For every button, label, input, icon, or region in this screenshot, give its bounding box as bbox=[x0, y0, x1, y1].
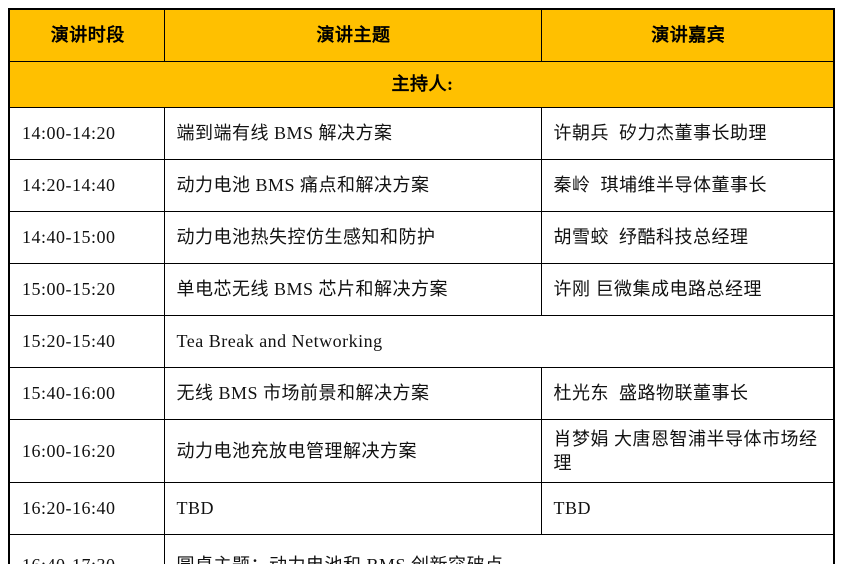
table-row-roundtable: 16:40-17:30 圆桌主题：动力电池和 BMS 创新突破点 bbox=[8, 534, 835, 564]
session-topic: 动力电池 BMS 痛点和解决方案 bbox=[163, 159, 542, 212]
session-guest: 肖梦娟 大唐恩智浦半导体市场经理 bbox=[540, 419, 835, 483]
session-time: 15:20-15:40 bbox=[8, 315, 165, 368]
table-row: 15:40-16:00 无线 BMS 市场前景和解决方案 杜光东 盛路物联董事长 bbox=[8, 367, 835, 420]
session-guest: 杜光东 盛路物联董事长 bbox=[540, 367, 835, 420]
session-topic: Tea Break and Networking bbox=[163, 315, 835, 368]
session-topic: 单电芯无线 BMS 芯片和解决方案 bbox=[163, 263, 542, 316]
session-topic: 端到端有线 BMS 解决方案 bbox=[163, 107, 542, 160]
session-topic: 无线 BMS 市场前景和解决方案 bbox=[163, 367, 542, 420]
session-time: 14:40-15:00 bbox=[8, 211, 165, 264]
table-header-row: 演讲时段 演讲主题 演讲嘉宾 bbox=[8, 8, 835, 62]
session-time: 16:00-16:20 bbox=[8, 419, 165, 483]
session-time: 15:40-16:00 bbox=[8, 367, 165, 420]
session-time: 16:20-16:40 bbox=[8, 482, 165, 535]
session-guest: 秦岭 琪埔维半导体董事长 bbox=[540, 159, 835, 212]
session-guest: 许刚 巨微集成电路总经理 bbox=[540, 263, 835, 316]
session-topic: TBD bbox=[163, 482, 542, 535]
table-row: 14:40-15:00 动力电池热失控仿生感知和防护 胡雪蛟 纾酷科技总经理 bbox=[8, 211, 835, 264]
session-topic: 动力电池热失控仿生感知和防护 bbox=[163, 211, 542, 264]
session-time: 14:00-14:20 bbox=[8, 107, 165, 160]
col-header-topic: 演讲主题 bbox=[163, 8, 542, 62]
session-guest: 胡雪蛟 纾酷科技总经理 bbox=[540, 211, 835, 264]
session-time: 15:00-15:20 bbox=[8, 263, 165, 316]
table-row-tea-break: 15:20-15:40 Tea Break and Networking bbox=[8, 315, 835, 368]
col-header-time: 演讲时段 bbox=[8, 8, 165, 62]
host-label: 主持人: bbox=[8, 61, 835, 108]
schedule-table: 演讲时段 演讲主题 演讲嘉宾 主持人: 14:00-14:20 端到端有线 BM… bbox=[8, 8, 835, 564]
session-topic: 圆桌主题：动力电池和 BMS 创新突破点 bbox=[163, 534, 835, 564]
table-row: 16:20-16:40 TBD TBD bbox=[8, 482, 835, 535]
session-guest: TBD bbox=[540, 482, 835, 535]
session-time: 14:20-14:40 bbox=[8, 159, 165, 212]
table-row: 16:00-16:20 动力电池充放电管理解决方案 肖梦娟 大唐恩智浦半导体市场… bbox=[8, 419, 835, 483]
table-row: 14:00-14:20 端到端有线 BMS 解决方案 许朝兵 矽力杰董事长助理 bbox=[8, 107, 835, 160]
session-guest: 许朝兵 矽力杰董事长助理 bbox=[540, 107, 835, 160]
host-row: 主持人: bbox=[8, 61, 835, 108]
col-header-guest: 演讲嘉宾 bbox=[540, 8, 835, 62]
table-row: 15:00-15:20 单电芯无线 BMS 芯片和解决方案 许刚 巨微集成电路总… bbox=[8, 263, 835, 316]
table-row: 14:20-14:40 动力电池 BMS 痛点和解决方案 秦岭 琪埔维半导体董事… bbox=[8, 159, 835, 212]
session-time: 16:40-17:30 bbox=[8, 534, 165, 564]
session-topic: 动力电池充放电管理解决方案 bbox=[163, 419, 542, 483]
